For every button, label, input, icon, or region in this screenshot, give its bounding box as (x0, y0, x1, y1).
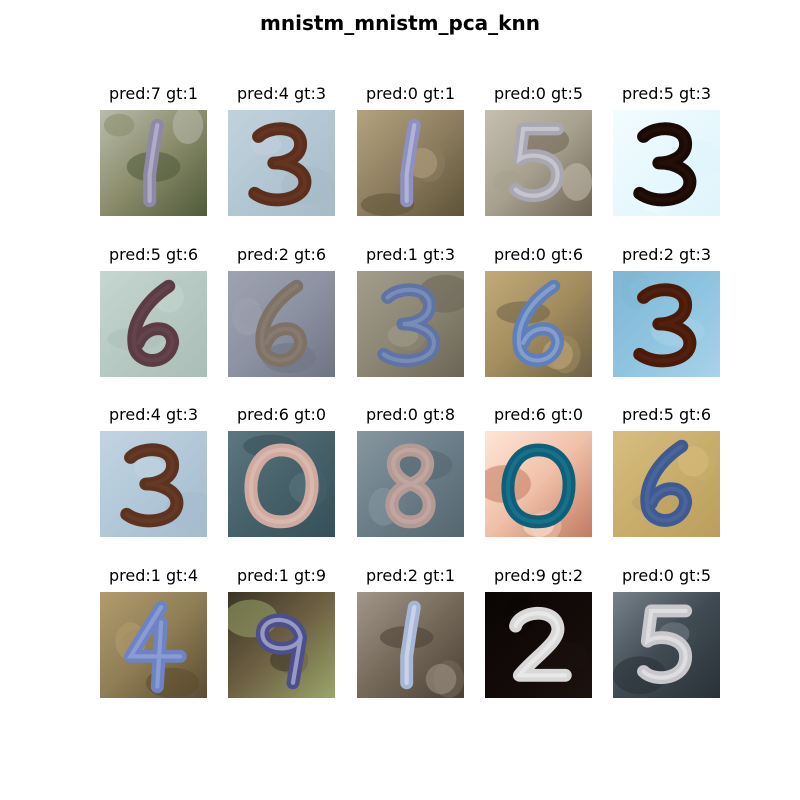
digit-highlight (641, 608, 688, 680)
sample-caption: pred:5 gt:6 (108, 245, 199, 264)
texture-blotch (172, 110, 204, 145)
sample-caption: pred:2 gt:1 (365, 566, 456, 585)
digit-highlight (513, 126, 560, 198)
digit-highlight (147, 123, 160, 203)
sample-image (228, 271, 335, 377)
sample-caption: pred:6 gt:0 (493, 405, 584, 424)
sample-caption: pred:0 gt:8 (365, 405, 456, 424)
digit-highlight (248, 447, 315, 524)
sample-caption: pred:1 gt:9 (236, 566, 327, 585)
sample-caption: pred:0 gt:5 (621, 566, 712, 585)
digit-highlight (516, 284, 560, 363)
sample-image (100, 110, 207, 216)
sample-image (613, 271, 720, 377)
sample-image (485, 110, 592, 216)
sample-caption: pred:0 gt:5 (493, 84, 584, 103)
sample-image (228, 110, 335, 216)
figure-title: mnistm_mnistm_pca_knn (260, 11, 540, 35)
sample-caption: pred:5 gt:6 (621, 405, 712, 424)
sample-image (613, 110, 720, 216)
sample-image (228, 431, 335, 537)
sample-image (357, 592, 464, 698)
sample-image (613, 592, 720, 698)
sample-image (485, 592, 592, 698)
sample-caption: pred:1 gt:3 (365, 245, 456, 264)
sample-image (228, 592, 335, 698)
sample-caption: pred:0 gt:6 (493, 245, 584, 264)
sample-caption: pred:2 gt:3 (621, 245, 712, 264)
sample-caption: pred:9 gt:2 (493, 566, 584, 585)
texture-blotch (561, 163, 592, 201)
sample-image (357, 271, 464, 377)
digit-highlight (131, 284, 175, 363)
sample-image (100, 592, 207, 698)
digit-highlight (260, 617, 303, 685)
sample-caption: pred:2 gt:6 (236, 245, 327, 264)
sample-image (613, 431, 720, 537)
digit-highlight (404, 123, 417, 203)
digit-highlight (259, 284, 303, 363)
sample-image (100, 431, 207, 537)
digit-highlight (505, 447, 572, 524)
sample-caption: pred:5 gt:3 (621, 84, 712, 103)
digit-highlight (404, 605, 417, 685)
texture-blotch (425, 663, 457, 695)
sample-caption: pred:6 gt:0 (236, 405, 327, 424)
sample-caption: pred:4 gt:3 (236, 84, 327, 103)
texture-blotch (134, 457, 165, 481)
texture-blotch (231, 297, 263, 336)
sample-caption: pred:0 gt:1 (365, 84, 456, 103)
texture-blotch (677, 446, 709, 477)
digit-highlight (381, 287, 436, 363)
digit-highlight (513, 611, 568, 678)
digit-highlight (644, 444, 688, 523)
sample-image (485, 431, 592, 537)
digit-highlight (124, 447, 179, 523)
sample-image (357, 431, 464, 537)
sample-caption: pred:1 gt:4 (108, 566, 199, 585)
sample-image (357, 110, 464, 216)
sample-image (100, 271, 207, 377)
sample-caption: pred:4 gt:3 (108, 405, 199, 424)
sample-caption: pred:7 gt:1 (108, 84, 199, 103)
texture-blotch (103, 113, 135, 137)
digit-highlight (126, 605, 183, 689)
digit-highlight (252, 126, 307, 202)
sample-image (485, 271, 592, 377)
digit-highlight (389, 447, 432, 524)
